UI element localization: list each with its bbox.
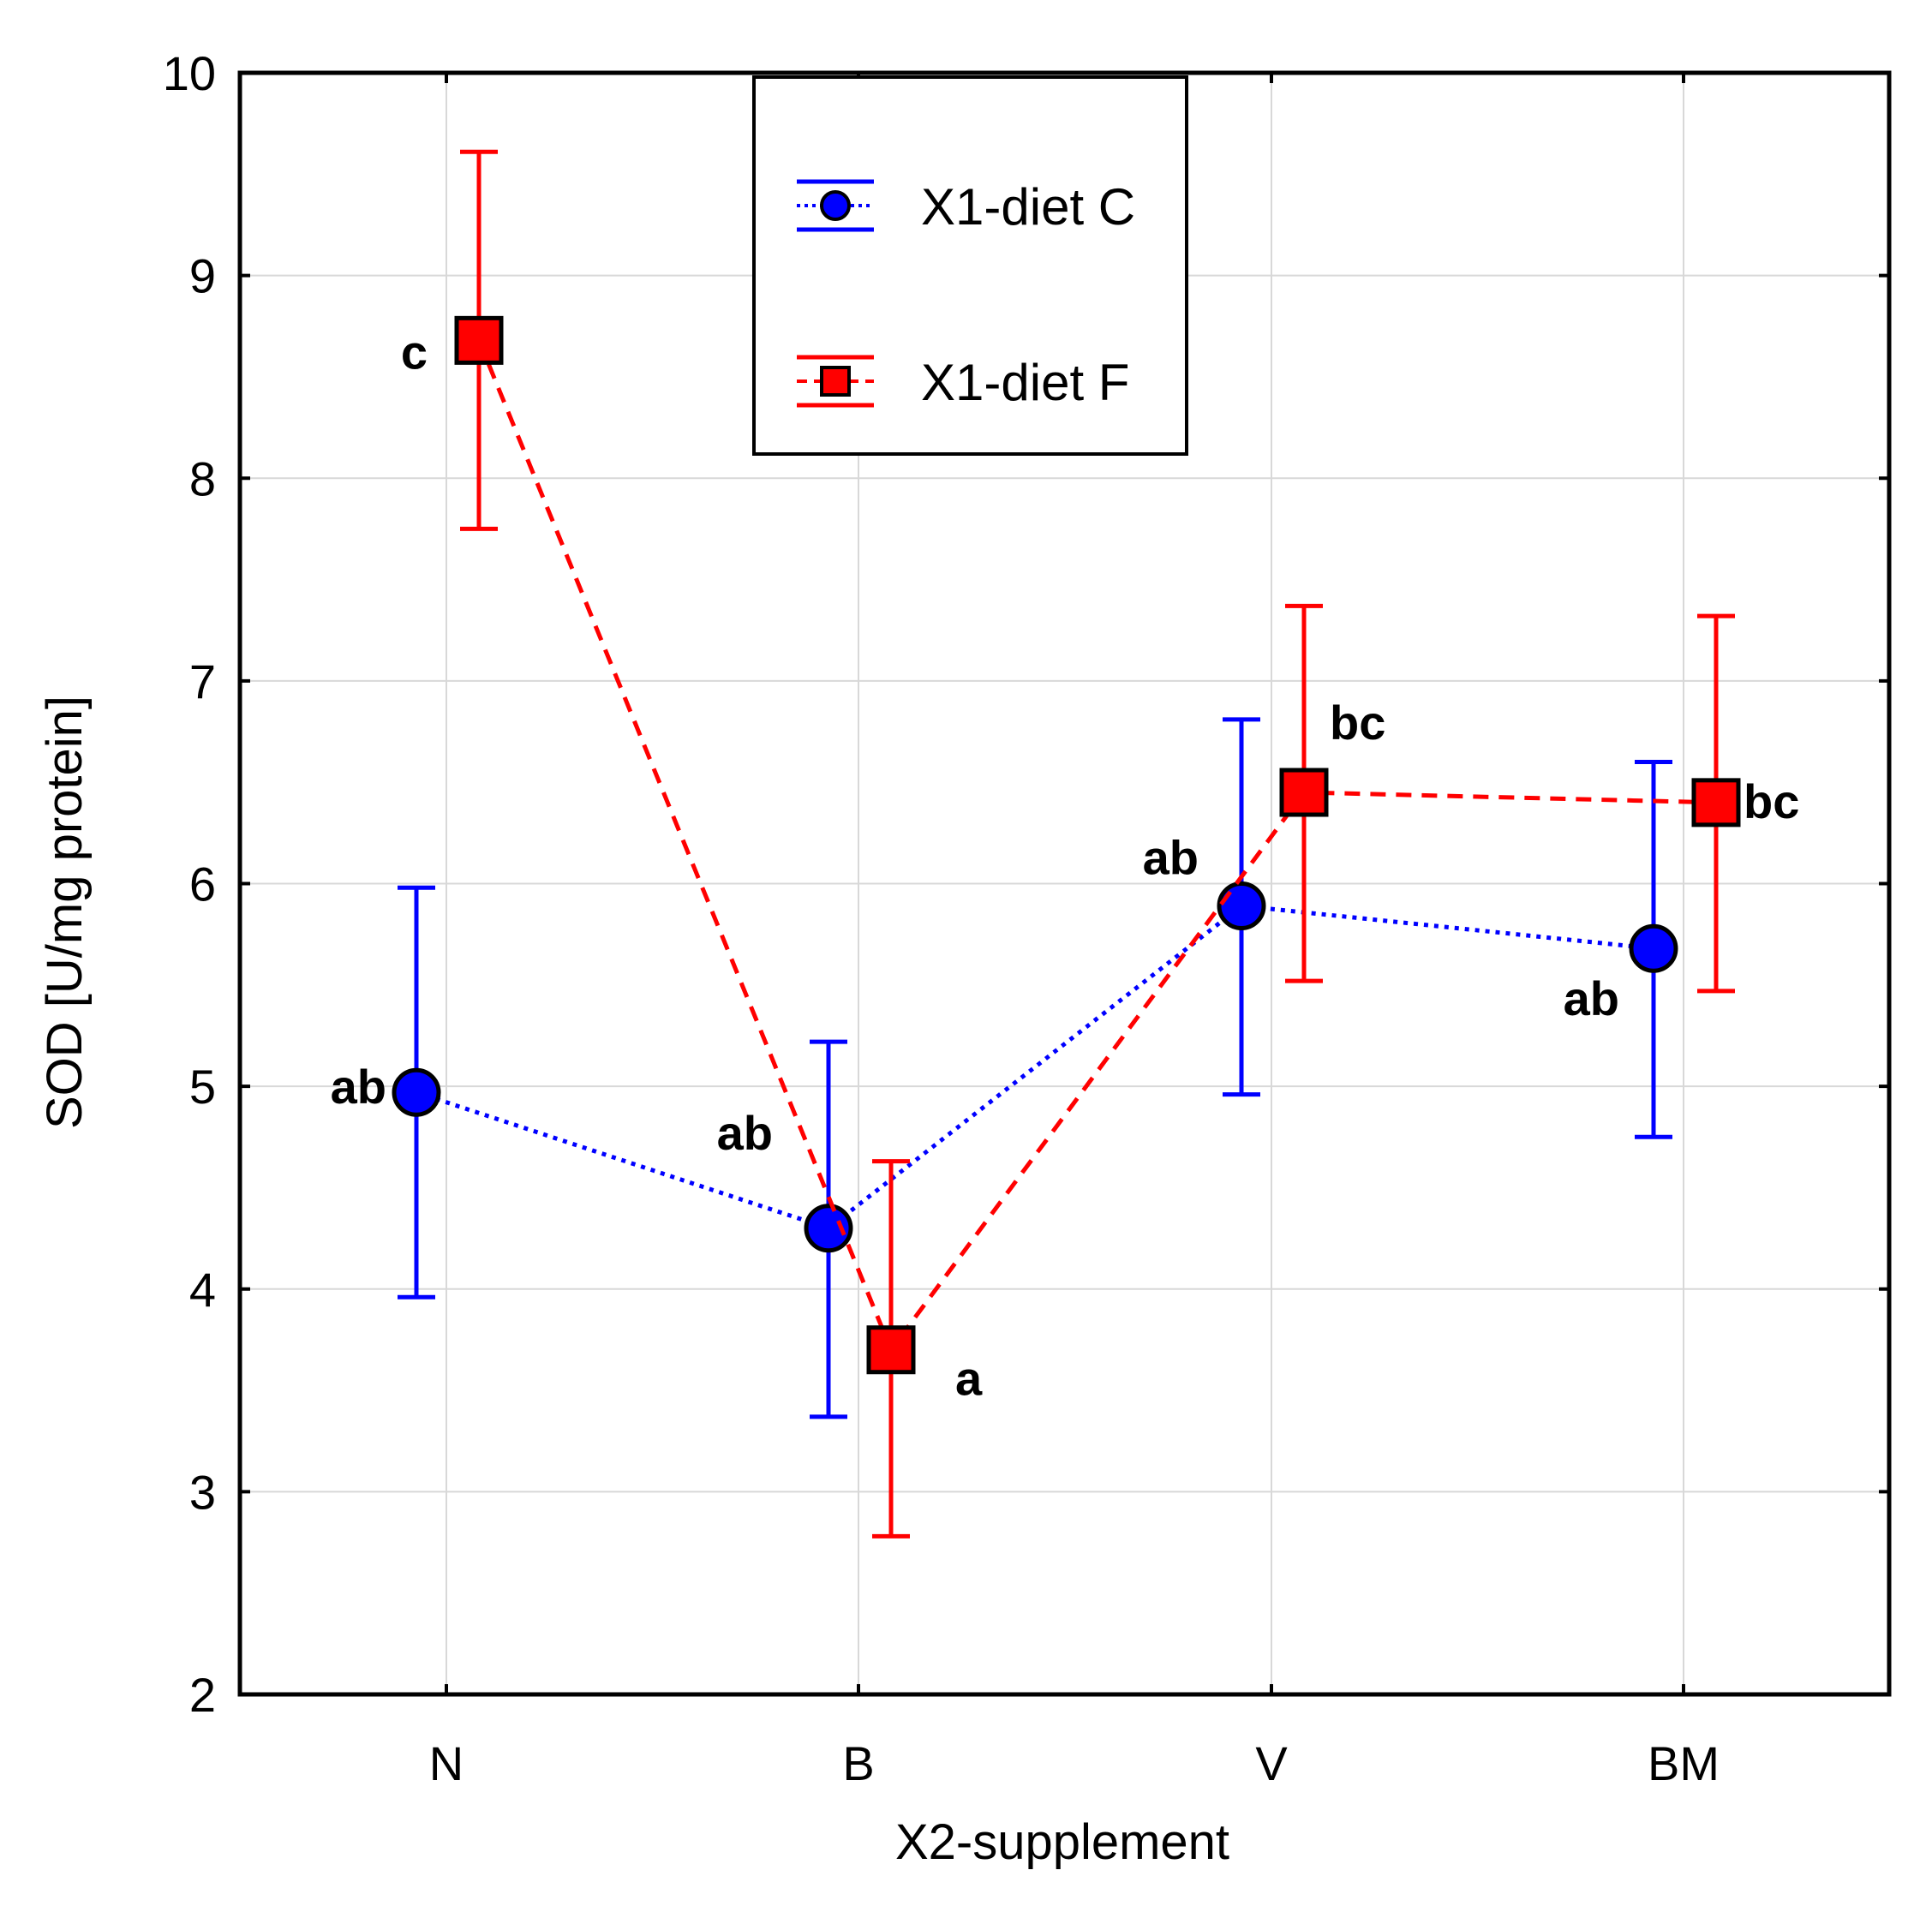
significance-label: bc: [1744, 774, 1799, 828]
grid: [240, 73, 1889, 1694]
y-tick-label: 7: [189, 654, 216, 708]
data-point: [1279, 768, 1329, 817]
x-tick-label: N: [429, 1736, 464, 1790]
y-tick-label: 4: [189, 1263, 216, 1317]
data-point: [1217, 881, 1266, 931]
significance-label: c: [401, 325, 428, 379]
series-diet-c: ab ab ab ab: [331, 717, 1678, 1419]
significance-label: ab: [717, 1106, 773, 1160]
series-diet-f: c a bc bc: [401, 149, 1799, 1539]
data-point: [866, 1325, 916, 1375]
x-axis-title: X2-supplement: [895, 1814, 1229, 1870]
y-tick-label: 2: [189, 1668, 216, 1722]
significance-label: ab: [1564, 971, 1619, 1025]
y-tick-label: 5: [189, 1060, 216, 1114]
data-point: [804, 1204, 853, 1253]
legend-marker: [820, 366, 851, 397]
y-tick-label: 6: [189, 857, 216, 911]
y-tick-label: 10: [163, 46, 216, 100]
data-point: [392, 1067, 441, 1117]
legend-label: X1-diet C: [921, 178, 1135, 236]
x-tick-label: B: [842, 1736, 874, 1790]
plot-frame: [237, 70, 1892, 1697]
axes: 2 3 4 5 6 7 8 9 10 N B V BM: [163, 46, 1892, 1790]
series-line: [416, 903, 1654, 1231]
y-tick-label: 9: [189, 249, 216, 303]
data-point: [1629, 923, 1678, 973]
significance-label: ab: [1143, 831, 1199, 885]
series-line: [476, 339, 1717, 1354]
y-axis-title: SOD [U/mg protein]: [37, 696, 93, 1129]
y-tick-label: 3: [189, 1465, 216, 1519]
legend: X1-diet C X1-diet F: [752, 75, 1188, 456]
y-tick-label: 8: [189, 451, 216, 505]
x-tick-label: V: [1255, 1736, 1288, 1790]
significance-label: ab: [331, 1060, 386, 1114]
x-tick-label: BM: [1648, 1736, 1720, 1790]
data-point: [1691, 778, 1741, 828]
legend-marker: [820, 190, 851, 221]
data-point: [454, 315, 504, 365]
significance-label: bc: [1330, 696, 1385, 750]
significance-label: a: [955, 1352, 983, 1406]
legend-label: X1-diet F: [921, 354, 1129, 411]
